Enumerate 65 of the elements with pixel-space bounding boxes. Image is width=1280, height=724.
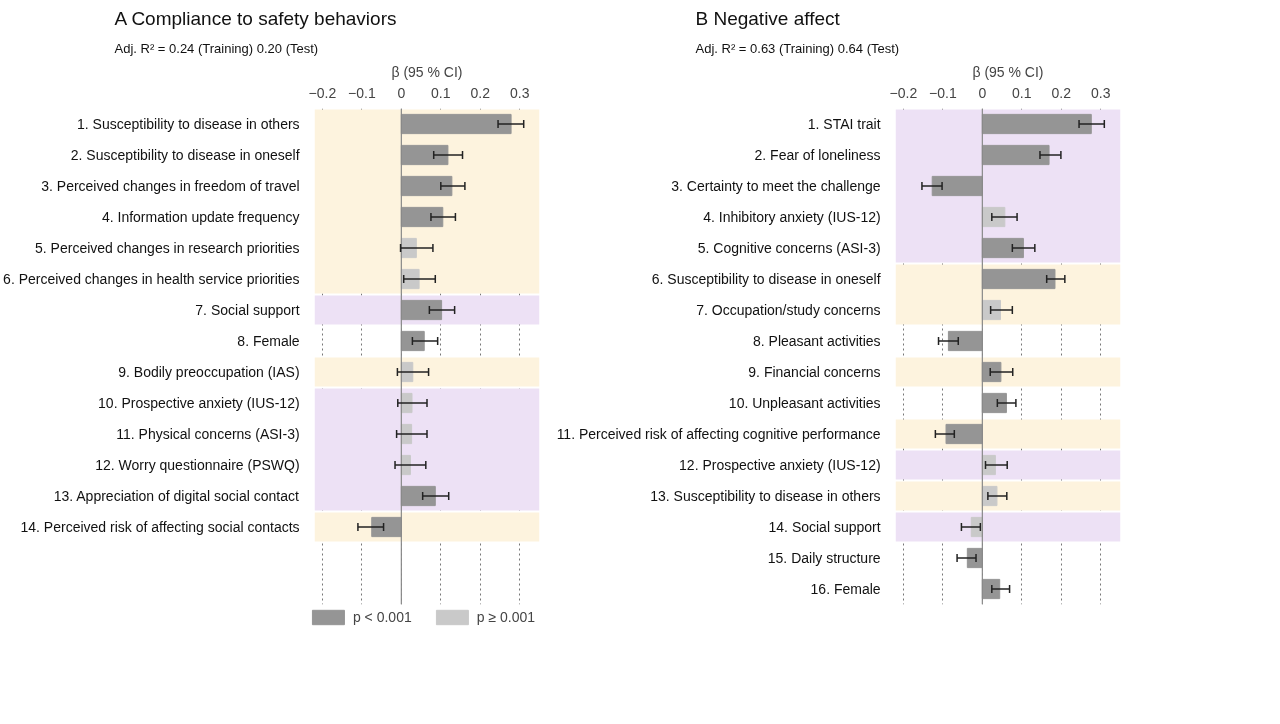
y-tick-label: 8. Pleasant activities xyxy=(752,333,881,349)
bar xyxy=(400,206,444,228)
y-tick-label: 10. Prospective anxiety (IUS-12) xyxy=(98,395,300,411)
y-tick-label: 4. Inhibitory anxiety (IUS-12) xyxy=(703,209,881,225)
bar xyxy=(400,299,443,321)
bar xyxy=(400,485,436,507)
y-tick-label: 13. Susceptibility to disease in others xyxy=(650,488,881,504)
y-tick-label: 14. Perceived risk of affecting social contacts xyxy=(20,519,300,535)
x-tick-label: −0.2 xyxy=(308,84,337,101)
y-tick-label: 10. Unpleasant activities xyxy=(728,395,881,411)
bar xyxy=(400,175,453,197)
y-tick-label: 9. Financial concerns xyxy=(748,364,881,380)
x-tick-label: 0 xyxy=(397,84,406,101)
chart-title: A Compliance to safety behaviors xyxy=(114,7,397,29)
y-tick-label: 2. Susceptibility to disease in oneself xyxy=(70,147,300,163)
y-tick-label: 11. Perceived risk of affecting cognitive performance xyxy=(556,426,881,442)
y-tick-label: 7. Occupation/study concerns xyxy=(696,302,881,318)
bar xyxy=(947,330,983,352)
chart-subtitle: Adj. R² = 0.63 (Training) 0.64 (Test) xyxy=(695,40,900,56)
x-tick-label: 0.1 xyxy=(431,84,451,101)
y-tick-label: 3. Certainty to meet the challenge xyxy=(671,178,881,194)
y-tick-label: 9. Bodily preoccupation (IAS) xyxy=(118,364,300,380)
bar xyxy=(981,144,1050,166)
y-tick-label: 11. Physical concerns (ASI-3) xyxy=(116,426,300,442)
y-tick-label: 6. Susceptibility to disease in oneself xyxy=(651,271,881,287)
chart-title: B Negative affect xyxy=(695,7,841,29)
y-tick-label: 16. Female xyxy=(810,581,881,597)
y-tick-label: 13. Appreciation of digital social contact xyxy=(53,488,299,504)
x-tick-label: 0 xyxy=(978,84,987,101)
y-tick-label: 2. Fear of loneliness xyxy=(754,147,881,163)
x-tick-label: 0.1 xyxy=(1012,84,1032,101)
y-tick-label: 8. Female xyxy=(237,333,300,349)
x-axis-title: β (95 % CI) xyxy=(391,63,463,80)
y-tick-label: 5. Cognitive concerns (ASI-3) xyxy=(697,240,881,256)
x-tick-label: 0.3 xyxy=(510,84,530,101)
x-tick-label: −0.1 xyxy=(929,84,957,101)
bar xyxy=(981,237,1024,259)
bar xyxy=(400,113,512,135)
y-tick-label: 12. Worry questionnaire (PSWQ) xyxy=(95,457,300,473)
chart-subtitle: Adj. R² = 0.24 (Training) 0.20 (Test) xyxy=(114,40,319,56)
y-tick-label: 14. Social support xyxy=(768,519,881,535)
x-tick-label: 0.3 xyxy=(1091,84,1111,101)
bar xyxy=(981,392,1007,414)
x-tick-label: −0.1 xyxy=(348,84,376,101)
bar xyxy=(931,175,983,197)
bar xyxy=(945,423,983,445)
y-tick-label: 6. Perceived changes in health service priorities xyxy=(3,271,300,287)
y-tick-label: 7. Social support xyxy=(195,302,300,318)
legend-label: p ≥ 0.001 xyxy=(476,609,535,625)
bar xyxy=(371,516,402,538)
y-tick-label: 1. STAI trait xyxy=(807,116,881,132)
x-tick-label: −0.2 xyxy=(889,84,918,101)
bar xyxy=(981,268,1056,290)
x-tick-label: 0.2 xyxy=(470,84,491,101)
y-tick-label: 1. Susceptibility to disease in others xyxy=(77,116,300,132)
x-tick-label: 0.2 xyxy=(1051,84,1072,101)
y-tick-label: 12. Prospective anxiety (IUS-12) xyxy=(679,457,881,473)
bar xyxy=(981,113,1092,135)
bar xyxy=(400,144,449,166)
y-tick-label: 4. Information update frequency xyxy=(101,209,300,225)
y-tick-label: 3. Perceived changes in freedom of travel xyxy=(41,178,300,194)
x-axis-title: β (95 % CI) xyxy=(972,63,1044,80)
y-tick-label: 5. Perceived changes in research priorities xyxy=(35,240,300,256)
y-tick-label: 15. Daily structure xyxy=(767,550,881,566)
legend-label: p < 0.001 xyxy=(352,609,412,625)
